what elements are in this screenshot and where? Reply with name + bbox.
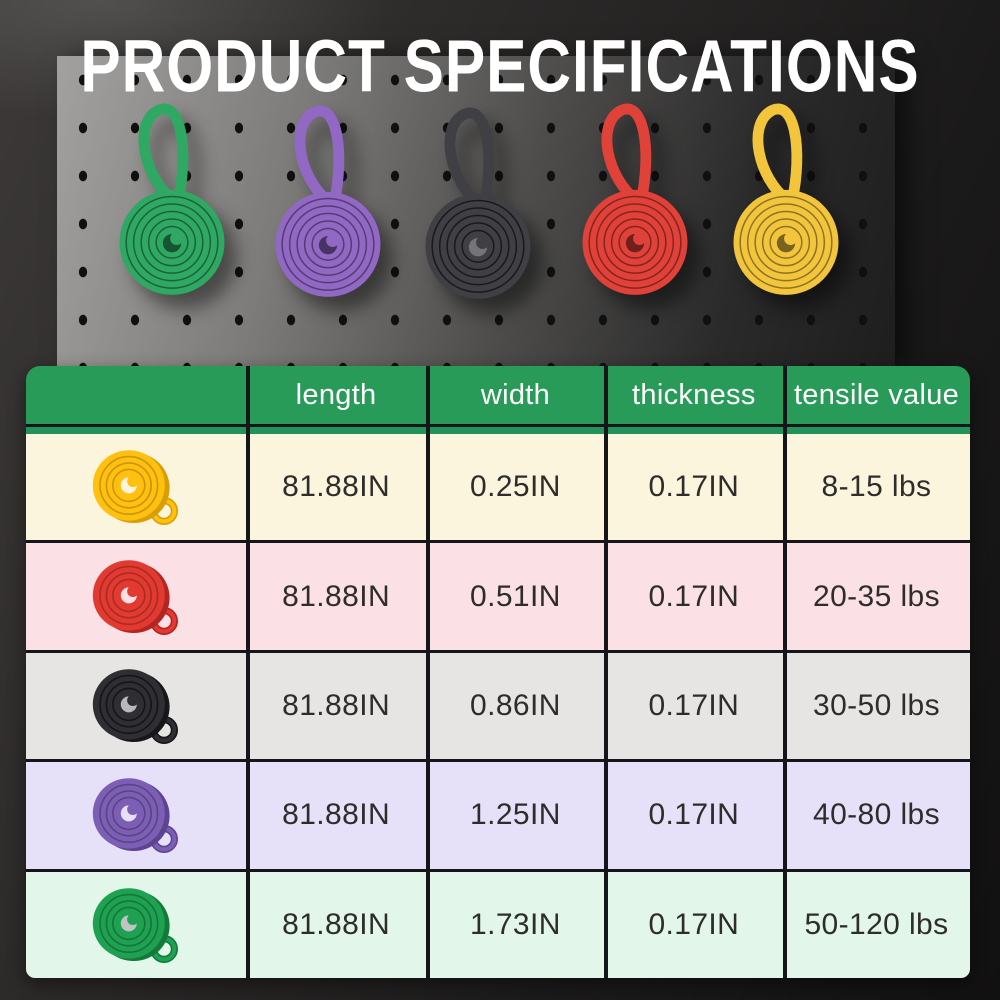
tensile-value: 8-15 lbs [821,470,932,504]
thickness-value: 0.17IN [648,907,740,941]
green-band-photo [119,103,225,295]
column-divider [245,366,250,978]
header-cell-tensile: tensile value [793,378,960,411]
column-divider [603,366,608,978]
purple-band-icon [92,778,178,854]
yellow-band-icon [92,450,178,526]
length-value: 81.88IN [282,798,391,832]
red-band-icon [92,559,178,635]
purple-band-photo [275,105,381,297]
header-divider-line [26,424,970,427]
green-band-row-icon [26,872,246,978]
pegboard-photo [57,56,895,366]
red-band-row-icon [26,543,246,649]
thickness-value: 0.17IN [648,470,740,504]
header-cell-width: width [480,378,551,411]
yellow-band-photo [733,103,839,295]
header-cell-band [26,366,246,424]
black-band-row-icon [26,653,246,759]
page-title: PRODUCT SPECIFICATIONS [80,24,920,108]
purple-band-row-icon [26,762,246,868]
width-value: 0.86IN [470,689,561,723]
thickness-value: 0.17IN [648,798,740,832]
length-value: 81.88IN [282,907,391,941]
tensile-value: 30-50 lbs [812,689,940,723]
header-cell-length: length [295,378,377,411]
length-value: 81.88IN [282,689,391,723]
green-band-icon [92,888,178,963]
column-divider [782,366,787,978]
table-row: 81.88IN 0.51IN 0.17IN 20-35 lbs [26,540,970,650]
length-value: 81.88IN [282,470,391,504]
black-band-icon [92,669,178,745]
tensile-value: 40-80 lbs [812,798,940,832]
table-header-row: length width thickness tensile value [26,366,970,424]
table-row: 81.88IN 0.86IN 0.17IN 30-50 lbs [26,649,970,760]
black-band-photo [425,107,531,299]
table-row: 81.88IN 1.25IN 0.17IN 40-80 lbs [26,759,970,869]
red-band-photo [582,103,688,295]
table-row: 81.88IN 0.25IN 0.17IN 8-15 lbs [26,434,970,541]
yellow-band-row-icon [26,434,246,540]
header-green-strip [26,427,970,434]
thickness-value: 0.17IN [648,579,740,613]
thickness-value: 0.17IN [648,689,740,723]
width-value: 1.73IN [470,907,561,941]
tensile-value: 20-35 lbs [812,579,940,613]
spec-table: length width thickness tensile value [26,366,970,978]
column-divider [425,366,430,978]
width-value: 1.25IN [470,798,561,832]
header-cell-thickness: thickness [632,378,756,411]
width-value: 0.25IN [470,470,561,504]
tensile-value: 50-120 lbs [804,907,949,941]
length-value: 81.88IN [282,579,391,613]
width-value: 0.51IN [470,579,561,613]
table-row: 81.88IN 1.73IN 0.17IN 50-120 lbs [26,868,970,978]
